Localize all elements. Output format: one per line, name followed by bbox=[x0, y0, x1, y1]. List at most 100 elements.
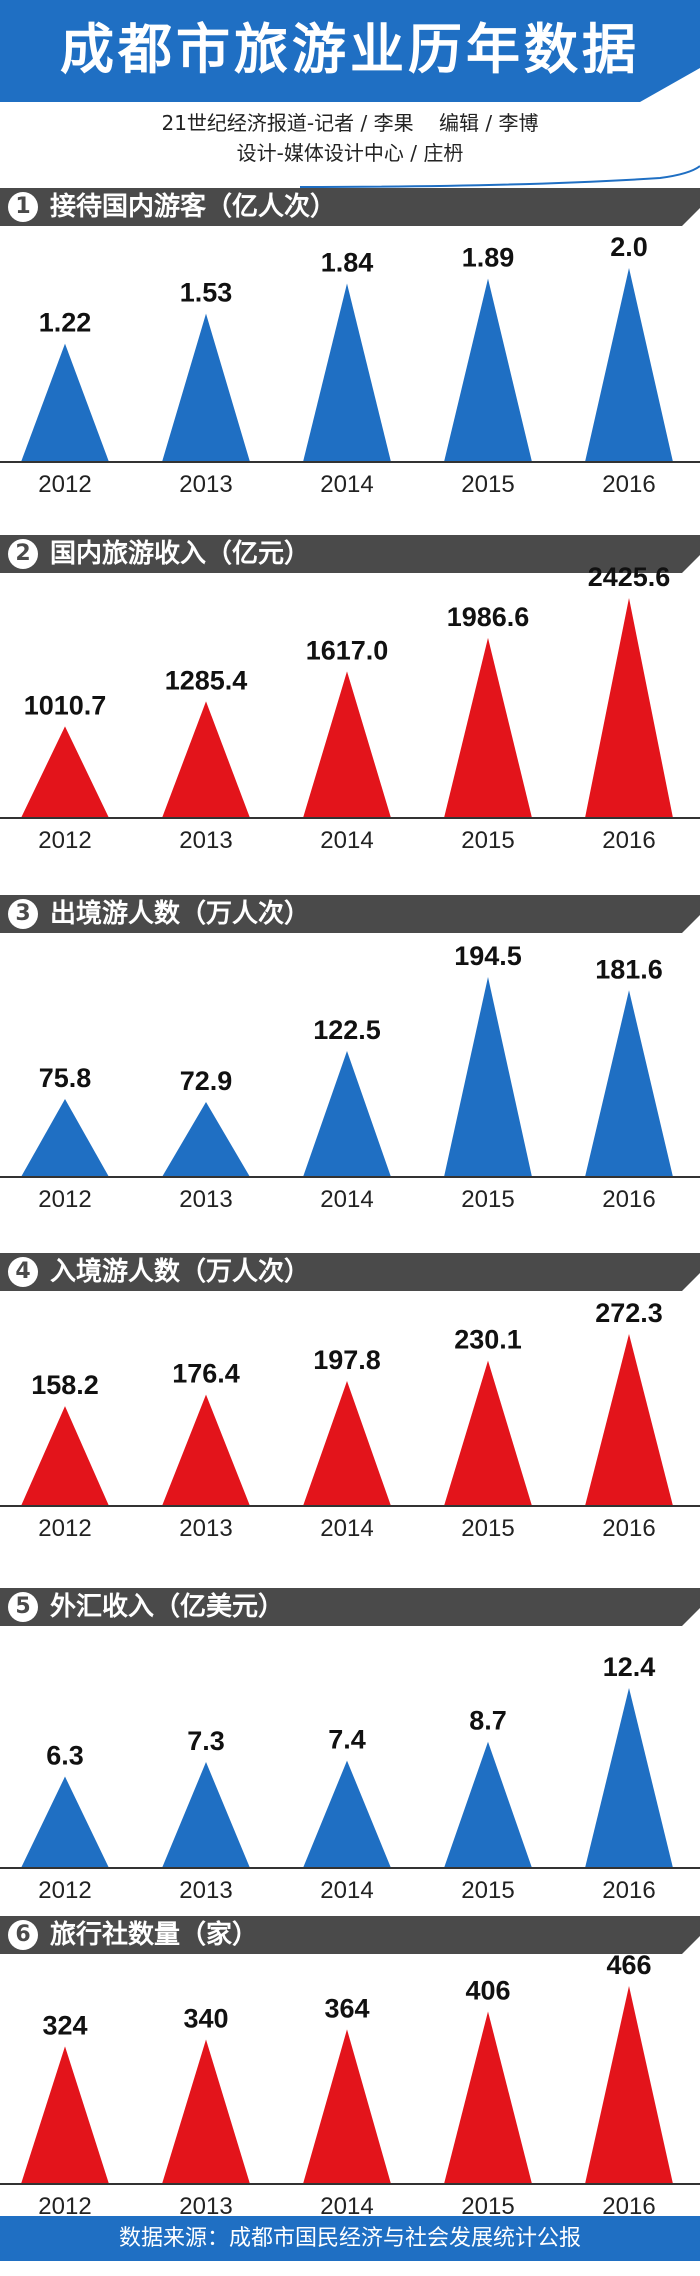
data-label: 1285.4 bbox=[165, 665, 248, 695]
x-tick-label: 2012 bbox=[38, 471, 91, 498]
bar-2015 bbox=[444, 637, 532, 818]
x-tick-label: 2014 bbox=[320, 471, 373, 498]
bar-2014 bbox=[303, 2029, 391, 2184]
x-tick-label: 2013 bbox=[179, 2193, 232, 2220]
x-tick-label: 2012 bbox=[38, 2193, 91, 2220]
chart-plot: 158.2 2012 176.4 2013 197.8 2014 230.1 2015 272.… bbox=[0, 1298, 700, 1542]
chart-section-5: 5 外汇收入（亿美元） 6.3 2012 7.3 2013 7.4 2014 8.7 2015 12… bbox=[0, 1588, 700, 1948]
x-tick-label: 2012 bbox=[38, 1877, 91, 1904]
section-bar-background bbox=[0, 1916, 700, 1954]
x-tick-label: 2016 bbox=[602, 1186, 655, 1213]
bar-2012 bbox=[21, 343, 109, 462]
data-label: 7.4 bbox=[328, 1725, 366, 1755]
x-tick-label: 2015 bbox=[461, 1515, 514, 1542]
data-label: 8.7 bbox=[469, 1706, 507, 1736]
credits-line-2: 设计-媒体设计中心 / 庄枬 bbox=[236, 141, 464, 165]
chart-section-1: 1 接待国内游客（亿人次） 1.22 2012 1.53 2013 1.84 2014 1.89… bbox=[0, 188, 700, 548]
bar-2012 bbox=[21, 1406, 109, 1506]
x-tick-label: 2015 bbox=[461, 1186, 514, 1213]
data-label: 272.3 bbox=[595, 1298, 663, 1328]
data-label: 197.8 bbox=[313, 1345, 381, 1375]
x-tick-label: 2013 bbox=[179, 827, 232, 854]
x-tick-label: 2016 bbox=[602, 827, 655, 854]
data-label: 6.3 bbox=[46, 1741, 84, 1771]
x-tick-label: 2016 bbox=[602, 471, 655, 498]
data-label: 1.84 bbox=[321, 248, 374, 278]
data-label: 181.6 bbox=[595, 954, 663, 984]
x-tick-label: 2014 bbox=[320, 1877, 373, 1904]
x-tick-label: 2014 bbox=[320, 827, 373, 854]
section-title-bar: 1 接待国内游客（亿人次） bbox=[0, 188, 700, 226]
bar-2015 bbox=[444, 977, 532, 1177]
page-title: 成都市旅游业历年数据 bbox=[60, 18, 640, 81]
chart-title: 外汇收入（亿美元） bbox=[50, 1592, 285, 1622]
x-tick-label: 2014 bbox=[320, 1515, 373, 1542]
section-number-badge: 5 bbox=[8, 1592, 38, 1622]
x-tick-label: 2015 bbox=[461, 1877, 514, 1904]
x-tick-label: 2015 bbox=[461, 827, 514, 854]
bar-2016 bbox=[585, 1986, 673, 2184]
chart-plot: 1.22 2012 1.53 2013 1.84 2014 1.89 2015 2.0 2016 bbox=[0, 232, 700, 498]
bar-2015 bbox=[444, 1360, 532, 1506]
bar-2012 bbox=[21, 2046, 109, 2184]
section-title-bar: 5 外汇收入（亿美元） bbox=[0, 1588, 700, 1626]
section-title-bar: 2 国内旅游收入（亿元） bbox=[0, 535, 700, 573]
x-tick-label: 2013 bbox=[179, 1186, 232, 1213]
section-bar-shape bbox=[0, 1916, 700, 1954]
data-label: 466 bbox=[606, 1950, 651, 1980]
data-label: 230.1 bbox=[454, 1325, 522, 1355]
data-label: 7.3 bbox=[187, 1726, 225, 1756]
x-tick-label: 2012 bbox=[38, 1515, 91, 1542]
chart-section-3: 3 出境游人数（万人次） 75.8 2012 72.9 2013 122.5 2014 194.… bbox=[0, 895, 700, 1255]
data-label: 122.5 bbox=[313, 1015, 381, 1045]
bar-2015 bbox=[444, 1741, 532, 1868]
decorative-curve bbox=[299, 165, 700, 188]
section-bar-background bbox=[0, 188, 700, 226]
chart-plot: 6.3 2012 7.3 2013 7.4 2014 8.7 2015 12.4 2016 bbox=[0, 1652, 700, 1904]
section-bar-shape bbox=[0, 535, 700, 573]
bar-2014 bbox=[303, 283, 391, 462]
bar-2012 bbox=[21, 726, 109, 818]
section-bar-background bbox=[0, 535, 700, 573]
data-label: 194.5 bbox=[454, 941, 522, 971]
section-bar-shape bbox=[0, 1588, 700, 1626]
bar-2016 bbox=[585, 598, 673, 818]
chart-title: 出境游人数（万人次） bbox=[50, 899, 311, 929]
bar-2013 bbox=[162, 701, 250, 818]
bar-2014 bbox=[303, 1381, 391, 1506]
data-label: 1617.0 bbox=[306, 635, 389, 665]
section-title-bar: 6 旅行社数量（家） bbox=[0, 1916, 700, 1954]
x-tick-label: 2014 bbox=[320, 2193, 373, 2220]
data-label: 406 bbox=[465, 1975, 510, 2005]
data-source: 数据来源：成都市国民经济与社会发展统计公报 bbox=[118, 2226, 581, 2251]
chart-plot: 75.8 2012 72.9 2013 122.5 2014 194.5 2015 181.6 2… bbox=[0, 941, 700, 1213]
data-label: 75.8 bbox=[39, 1063, 92, 1093]
section-bar-background bbox=[0, 1588, 700, 1626]
x-tick-label: 2012 bbox=[38, 827, 91, 854]
bar-2013 bbox=[162, 1102, 250, 1177]
data-label: 72.9 bbox=[180, 1066, 233, 1096]
bar-2014 bbox=[303, 1760, 391, 1868]
chart-title: 入境游人数（万人次） bbox=[50, 1257, 311, 1287]
x-tick-label: 2016 bbox=[602, 1877, 655, 1904]
section-bar-background bbox=[0, 1253, 700, 1291]
section-number-badge: 3 bbox=[8, 899, 38, 929]
data-label: 2425.6 bbox=[588, 562, 671, 592]
section-bar-shape bbox=[0, 895, 700, 933]
x-tick-label: 2013 bbox=[179, 1515, 232, 1542]
data-label: 1.22 bbox=[39, 308, 92, 338]
chart-title: 旅行社数量（家） bbox=[50, 1920, 259, 1950]
header-banner: 成都市旅游业历年数据 bbox=[0, 0, 700, 102]
x-tick-label: 2013 bbox=[179, 471, 232, 498]
chart-plot: 324 2012 340 2013 364 2014 406 2015 466 2016 bbox=[0, 1950, 700, 2220]
bar-2016 bbox=[585, 268, 673, 462]
data-label: 340 bbox=[183, 2004, 228, 2034]
section-bar-shape bbox=[0, 188, 700, 226]
section-title-bar: 3 出境游人数（万人次） bbox=[0, 895, 700, 933]
x-tick-label: 2015 bbox=[461, 471, 514, 498]
bar-2014 bbox=[303, 671, 391, 818]
x-tick-label: 2015 bbox=[461, 2193, 514, 2220]
bar-2013 bbox=[162, 313, 250, 462]
bar-2015 bbox=[444, 278, 532, 462]
credits: 21世纪经济报道-记者 / 李果 编辑 / 李博 设计-媒体设计中心 / 庄枬 bbox=[0, 108, 700, 168]
